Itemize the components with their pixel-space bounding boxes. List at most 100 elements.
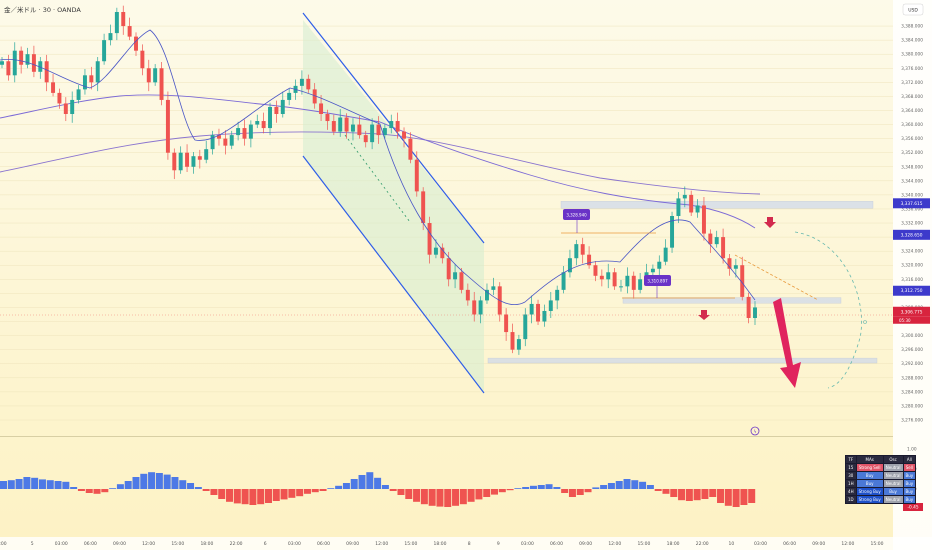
time-tick-label: 10 — [728, 541, 734, 547]
time-tick-label: 12:00 — [608, 541, 621, 547]
candle — [280, 99, 285, 114]
histogram-bar — [46, 480, 54, 489]
time-tick-label: 22:00 — [230, 541, 243, 547]
time-tick-label: 09:00 — [346, 541, 359, 547]
currency-label: USD — [908, 8, 918, 14]
callout-badge-2[interactable] — [644, 275, 671, 286]
price-tick-label: 3,336.000 — [901, 206, 923, 212]
table-cell: Buy — [855, 479, 884, 488]
callout-badge-1[interactable] — [563, 209, 590, 220]
horizontal-zone[interactable] — [560, 201, 874, 209]
ma-mid-line — [0, 94, 756, 229]
table-header-cell: All — [902, 455, 917, 464]
table-cell: Buy — [902, 479, 917, 488]
histogram-bar — [54, 481, 62, 489]
histogram-bar — [701, 489, 709, 499]
candle — [165, 99, 170, 153]
histogram-bar — [311, 489, 319, 493]
candle — [746, 296, 751, 318]
candle — [210, 135, 215, 150]
price-tick-label: 3,348.000 — [901, 164, 923, 170]
histogram-bar — [670, 489, 678, 497]
histogram-bar — [561, 489, 569, 493]
channel-lower-line[interactable] — [302, 155, 485, 394]
time-tick-label: 06:00 — [317, 541, 330, 547]
histogram-bar — [31, 477, 39, 489]
candle — [312, 89, 317, 104]
price-axis-labels: 3,388.000 3,384.000 3,380.000 3,376.000 3,37… — [901, 24, 923, 424]
table-cell: Neutral — [882, 463, 904, 472]
table-cell: Buy — [855, 471, 884, 480]
candle — [134, 36, 138, 51]
price-tick-label: 3,296.000 — [901, 347, 923, 353]
histogram-bar — [0, 481, 7, 489]
event-marker-icon[interactable] — [750, 426, 760, 436]
candle — [733, 265, 738, 269]
histogram-bar — [272, 489, 280, 501]
candle — [12, 50, 17, 76]
table-row: 4H Strong Buy Buy Buy — [845, 487, 917, 496]
histogram-bar — [522, 487, 530, 489]
histogram-bar — [85, 489, 93, 493]
price-tag-label: 3,328.650 — [901, 232, 923, 238]
histogram-bar — [218, 489, 226, 499]
histogram-bar — [93, 489, 101, 494]
horizontal-zone[interactable] — [487, 357, 878, 364]
forecast-down-arrow-icon — [773, 298, 801, 388]
time-tick-label: 09:00 — [579, 541, 592, 547]
price-tag[interactable] — [893, 306, 930, 317]
candle — [510, 332, 515, 350]
candle — [676, 198, 681, 216]
histogram-bar — [607, 483, 615, 489]
candle — [446, 258, 451, 280]
histogram-bar — [7, 480, 15, 489]
time-tick-label: 8 — [468, 541, 471, 547]
candle — [491, 286, 496, 290]
currency-badge[interactable] — [902, 3, 924, 16]
candle — [657, 261, 662, 269]
candle — [606, 272, 611, 280]
time-tick-label: 15:00 — [637, 541, 650, 547]
horizontal-zone[interactable] — [622, 297, 842, 304]
table-cell: Buy — [902, 471, 917, 480]
candle — [331, 121, 336, 132]
histogram-bar — [631, 480, 639, 489]
candle — [338, 117, 343, 132]
histogram-bar — [724, 489, 732, 506]
price-tick-label: 3,320.000 — [901, 263, 923, 269]
oscillator-histogram — [0, 472, 756, 507]
histogram-bar — [639, 481, 647, 489]
time-tick-label: 03:00 — [288, 541, 301, 547]
table-header-row: TF MAs Osc All — [845, 455, 917, 464]
histogram-bar — [171, 477, 179, 489]
price-tag[interactable] — [893, 229, 930, 240]
price-tick-label: 3,380.000 — [901, 52, 923, 58]
sell-arrow-icon[interactable] — [764, 217, 776, 228]
time-axis-background — [0, 537, 932, 550]
candle — [421, 191, 426, 224]
price-tag[interactable] — [893, 285, 930, 296]
price-tag-label: 3,312.750 — [901, 288, 923, 294]
histogram-bar — [374, 477, 382, 489]
table-cell: Neutral — [882, 479, 904, 488]
sell-arrow-icon-2[interactable] — [698, 310, 710, 320]
oscillator-last-tag — [903, 503, 923, 511]
candle — [319, 103, 324, 114]
histogram-bar — [420, 489, 428, 505]
price-tag[interactable] — [893, 198, 930, 209]
table-cell: Sell — [902, 463, 917, 472]
price-tick-label: 3,388.000 — [901, 24, 923, 30]
table-cell: 15 — [845, 463, 857, 472]
histogram-bar — [366, 472, 374, 489]
histogram-bar — [194, 487, 202, 489]
candle — [516, 339, 521, 350]
histogram-bar — [397, 489, 405, 495]
histogram-bar — [77, 489, 85, 491]
table-header-cell: Osc — [882, 455, 904, 464]
candle — [70, 99, 75, 114]
price-tick-label: 3,352.000 — [901, 150, 923, 156]
grid — [0, 25, 893, 421]
table-cell: Buy — [902, 495, 917, 504]
